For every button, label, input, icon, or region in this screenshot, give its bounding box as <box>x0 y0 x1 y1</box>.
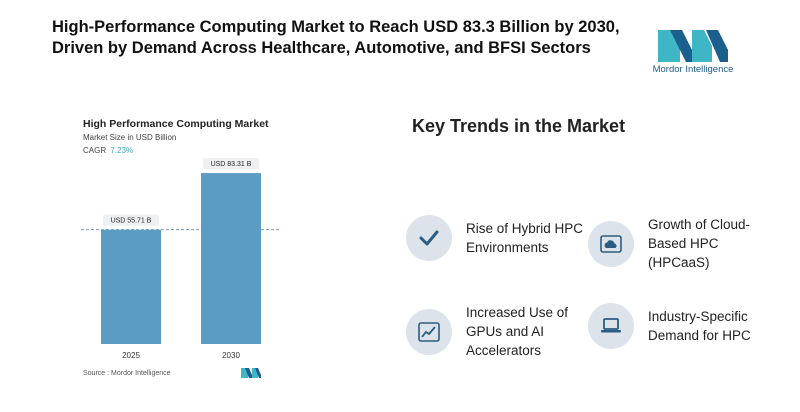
laptop-icon <box>601 318 621 333</box>
cloud-icon <box>600 234 622 253</box>
trend-item-gpu: Increased Use of GPUs and AI Accelerator… <box>406 303 586 360</box>
chart-cagr: CAGR 7.23% <box>83 146 133 155</box>
trend-label: Growth of Cloud-Based HPC (HPCaaS) <box>648 217 751 270</box>
headline: High-Performance Computing Market to Rea… <box>52 18 620 57</box>
bar-chart: USD 55.71 B 2025 USD 83.31 B 2030 <box>81 158 281 360</box>
trend-item-industry: Industry-Specific Demand for HPC <box>588 303 768 349</box>
trend-icon-circle <box>588 303 634 349</box>
category-label: 2030 <box>222 351 240 360</box>
value-label-bg <box>103 214 159 226</box>
trend-label: Increased Use of GPUs and AI Accelerator… <box>466 305 569 358</box>
logo-mark-icon <box>658 30 728 62</box>
mordor-intelligence-logo: Mordor Intelligence <box>648 24 738 80</box>
chart-title: High Performance Computing Market <box>83 118 269 130</box>
value-label-bg <box>203 158 259 170</box>
trend-item-cloud: Growth of Cloud-Based HPC (HPCaaS) <box>588 215 768 272</box>
value-label: USD 83.31 B <box>211 161 252 168</box>
trend-label: Industry-Specific Demand for HPC <box>648 309 751 343</box>
trend-item-hybrid: Rise of Hybrid HPC Environments <box>406 215 586 261</box>
value-label: USD 55.71 B <box>111 218 152 225</box>
trend-icon-circle <box>588 220 634 267</box>
trend-icon-circle <box>406 215 452 261</box>
trend-icon-circle <box>406 308 452 355</box>
cagr-label: CAGR <box>83 146 107 155</box>
checkmark-icon <box>419 230 439 246</box>
mini-logo-icon <box>241 368 261 378</box>
bar-2025 <box>101 229 161 344</box>
logo-text: Mordor Intelligence <box>652 64 734 75</box>
category-label: 2025 <box>122 351 140 360</box>
trends-title: Key Trends in the Market <box>412 116 626 136</box>
chart-source: Source : Mordor Intelligence <box>83 370 171 377</box>
line-chart-icon <box>418 321 440 342</box>
chart-subtitle: Market Size in USD Billion <box>83 133 177 142</box>
trend-label: Rise of Hybrid HPC Environments <box>466 221 584 255</box>
cagr-value: 7.23% <box>110 146 134 155</box>
bar-2030 <box>201 173 261 344</box>
chart-card: USD 55.71 B 2025 USD 83.31 B 2030 High Perf… <box>75 108 287 390</box>
